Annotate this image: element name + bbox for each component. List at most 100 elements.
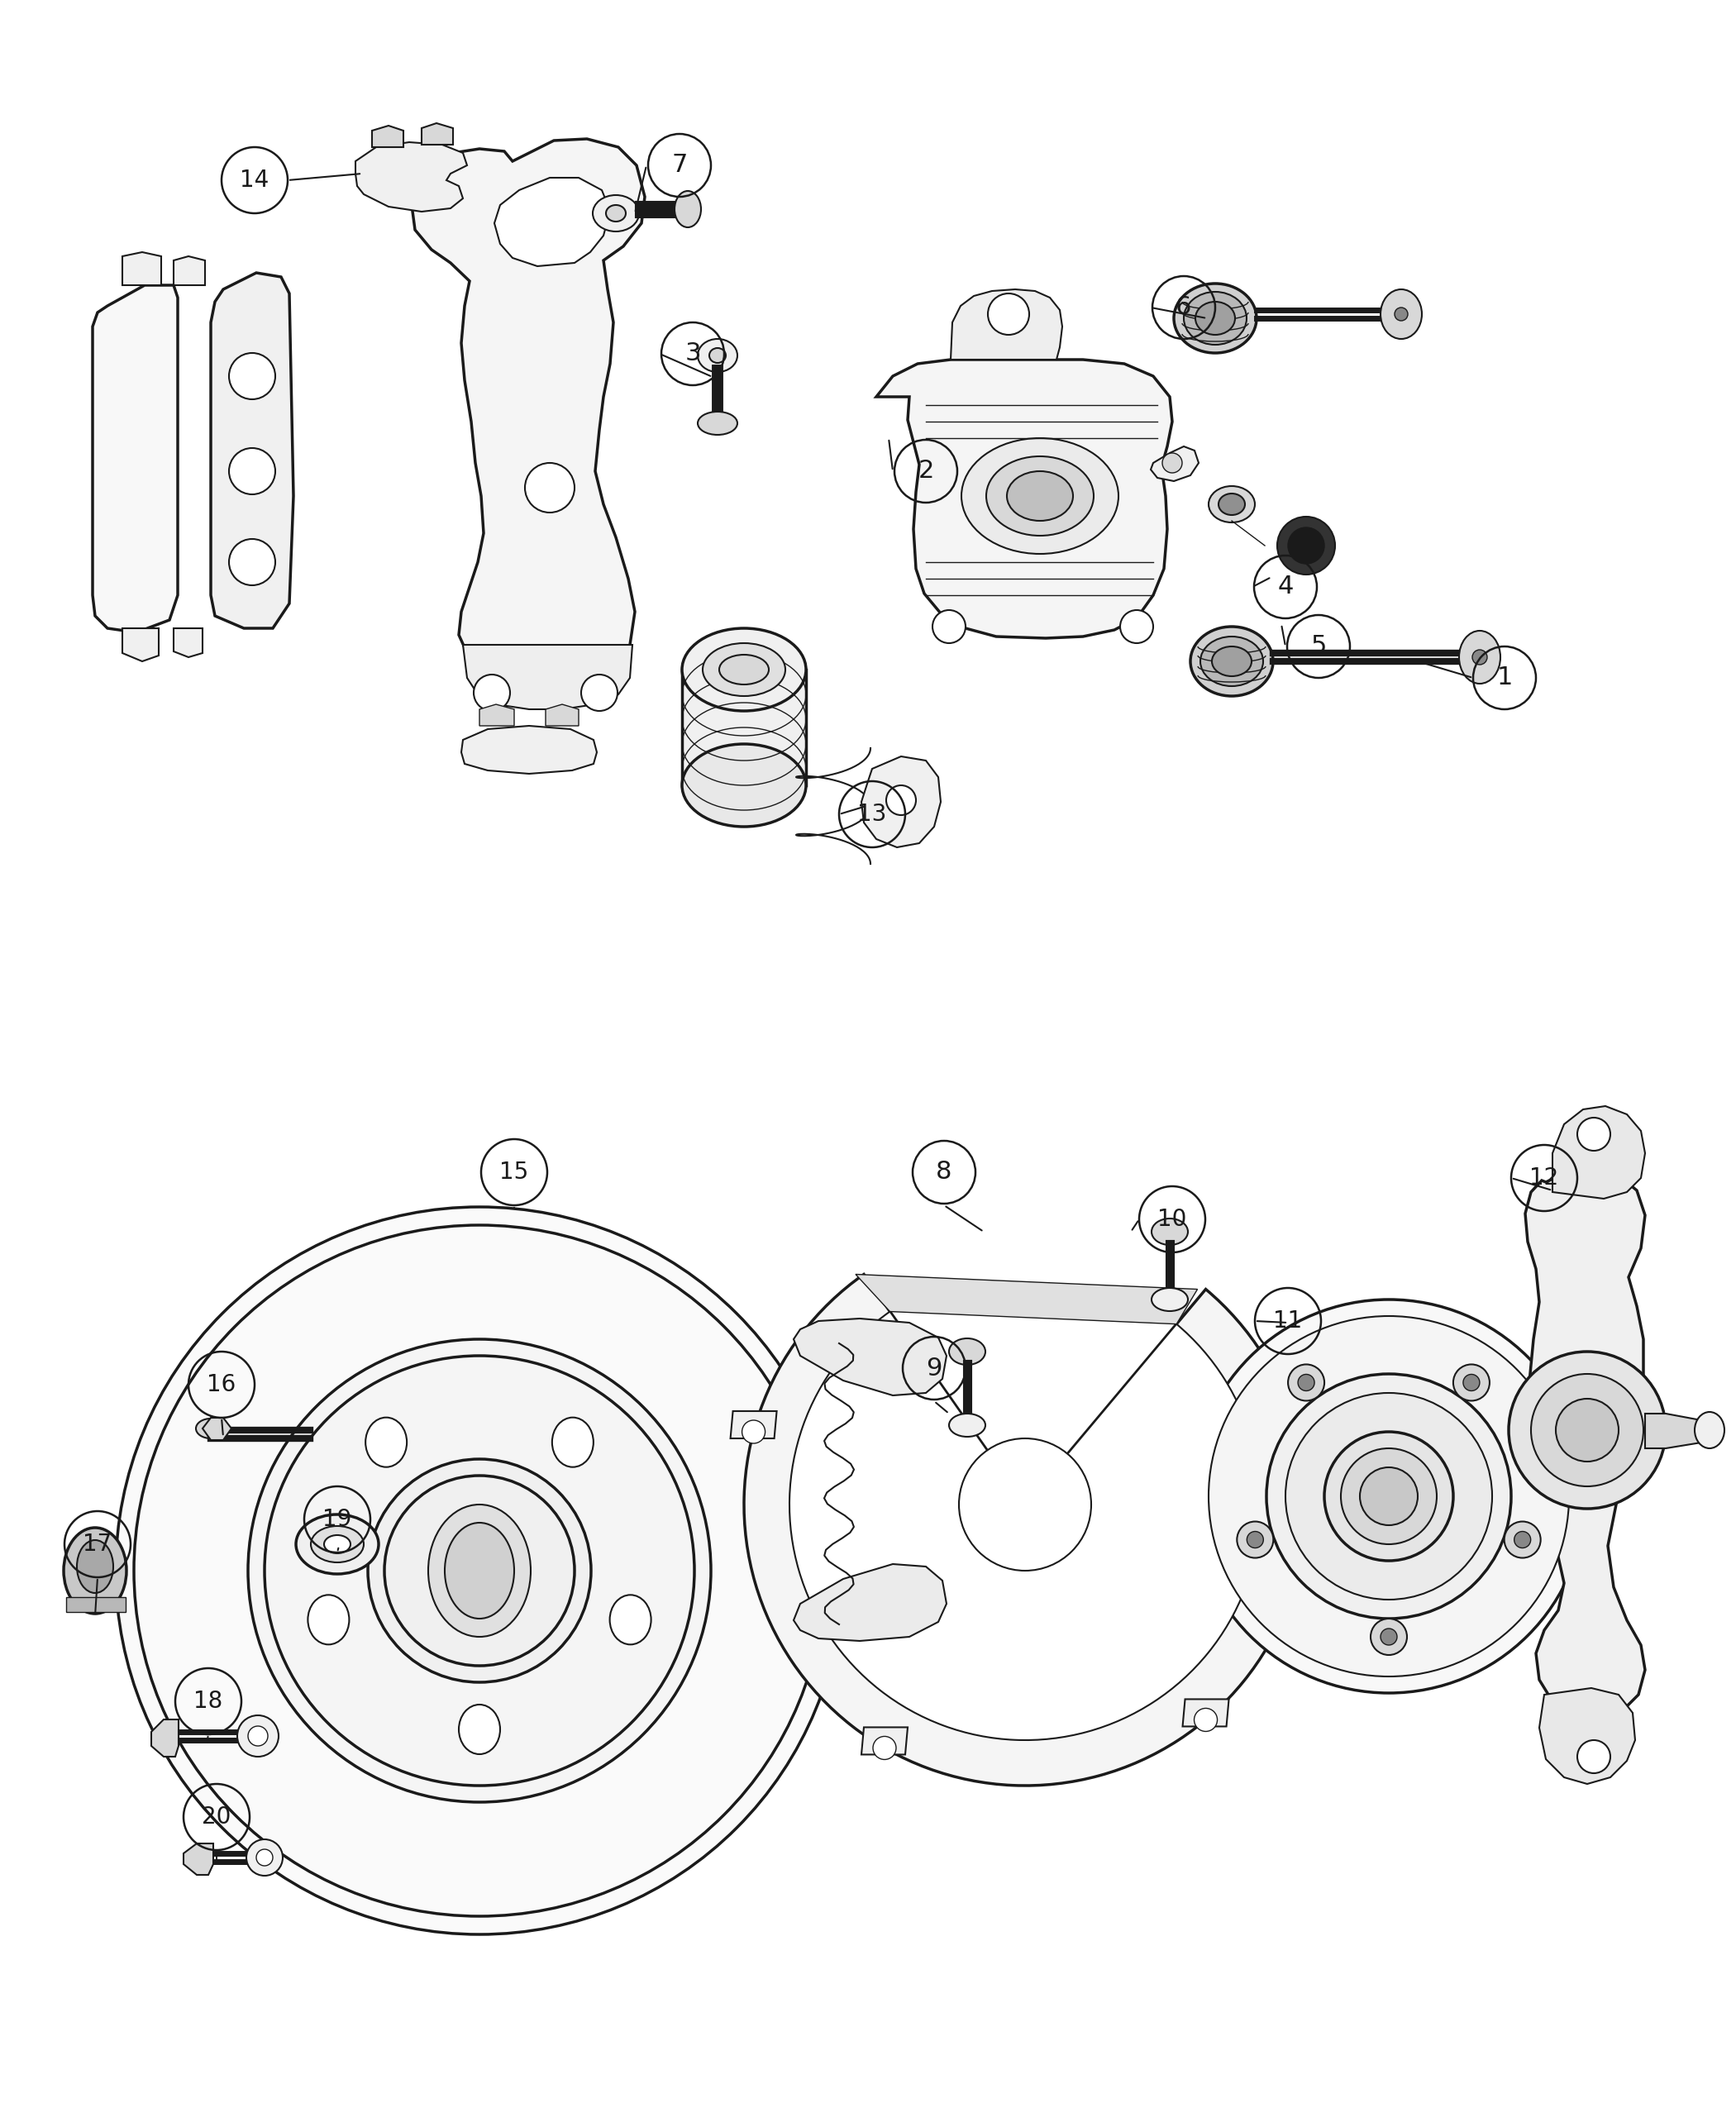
Circle shape [1208,1315,1569,1676]
Polygon shape [951,289,1062,360]
Circle shape [582,675,618,710]
Circle shape [958,1438,1092,1570]
Ellipse shape [1191,626,1272,696]
Circle shape [1463,1374,1479,1391]
Circle shape [116,1208,844,1935]
Circle shape [1299,1374,1314,1391]
Polygon shape [1540,1689,1635,1783]
Circle shape [741,1421,766,1444]
Circle shape [229,449,276,495]
Ellipse shape [1196,301,1234,335]
Circle shape [1472,649,1488,664]
Polygon shape [92,285,177,632]
Polygon shape [1646,1414,1710,1448]
Ellipse shape [1200,637,1264,685]
Circle shape [932,609,965,643]
Circle shape [1278,516,1335,575]
Text: 18: 18 [194,1691,222,1714]
Circle shape [1267,1374,1510,1619]
Ellipse shape [64,1528,127,1613]
Text: 9: 9 [925,1355,943,1381]
Circle shape [1509,1351,1667,1509]
Polygon shape [861,757,941,847]
Ellipse shape [1208,487,1255,523]
Polygon shape [411,139,644,685]
Circle shape [1163,453,1182,472]
Circle shape [1578,1739,1611,1773]
Ellipse shape [950,1414,986,1438]
Circle shape [229,540,276,586]
Wedge shape [790,1311,1260,1739]
Text: 12: 12 [1529,1166,1559,1189]
Text: 8: 8 [936,1159,951,1185]
Text: 13: 13 [858,803,887,826]
Text: 11: 11 [1274,1309,1302,1332]
Polygon shape [462,725,597,774]
Ellipse shape [698,339,738,371]
Ellipse shape [703,643,785,696]
Polygon shape [479,704,514,725]
Ellipse shape [710,348,726,363]
Ellipse shape [1458,630,1500,683]
Polygon shape [877,360,1172,639]
Text: 10: 10 [1158,1208,1187,1231]
Ellipse shape [719,656,769,685]
Ellipse shape [682,628,806,710]
Ellipse shape [311,1526,365,1562]
Polygon shape [174,257,205,285]
Circle shape [1288,1364,1325,1400]
Polygon shape [66,1598,125,1613]
Ellipse shape [1380,289,1422,339]
Ellipse shape [1694,1412,1724,1448]
Polygon shape [1182,1699,1229,1726]
Ellipse shape [295,1514,378,1575]
Text: 2: 2 [918,460,934,483]
Polygon shape [682,670,806,786]
Circle shape [229,352,276,398]
Circle shape [1288,527,1325,563]
Circle shape [1340,1448,1437,1545]
Polygon shape [422,122,453,145]
Text: 1: 1 [1496,666,1512,689]
Polygon shape [372,126,403,148]
Circle shape [1555,1400,1618,1461]
Circle shape [1193,1299,1585,1693]
Polygon shape [731,1410,776,1438]
Circle shape [1380,1629,1397,1644]
Text: 15: 15 [500,1162,529,1185]
Polygon shape [174,628,203,658]
Circle shape [885,786,917,816]
Polygon shape [793,1564,946,1640]
Circle shape [247,1840,283,1876]
Polygon shape [856,1275,1198,1324]
Polygon shape [861,1726,908,1754]
Text: 20: 20 [201,1804,231,1828]
Polygon shape [356,141,467,211]
Ellipse shape [458,1705,500,1754]
Circle shape [988,293,1029,335]
Ellipse shape [962,438,1118,554]
Circle shape [524,464,575,512]
Text: 5: 5 [1311,635,1326,658]
Circle shape [368,1459,590,1682]
Ellipse shape [1212,647,1252,677]
Ellipse shape [682,744,806,826]
Polygon shape [122,628,158,662]
Ellipse shape [325,1535,351,1554]
Polygon shape [1151,447,1198,481]
Polygon shape [210,272,293,628]
Ellipse shape [444,1522,514,1619]
Ellipse shape [196,1419,226,1438]
Circle shape [1120,609,1153,643]
Text: 16: 16 [207,1372,236,1395]
Ellipse shape [1174,285,1257,352]
Circle shape [1246,1530,1264,1547]
Ellipse shape [1219,493,1245,514]
Ellipse shape [698,411,738,434]
Ellipse shape [609,1596,651,1644]
Circle shape [248,1339,712,1802]
Text: 7: 7 [672,154,687,177]
Circle shape [474,675,510,710]
Circle shape [248,1726,267,1745]
Ellipse shape [606,204,625,221]
